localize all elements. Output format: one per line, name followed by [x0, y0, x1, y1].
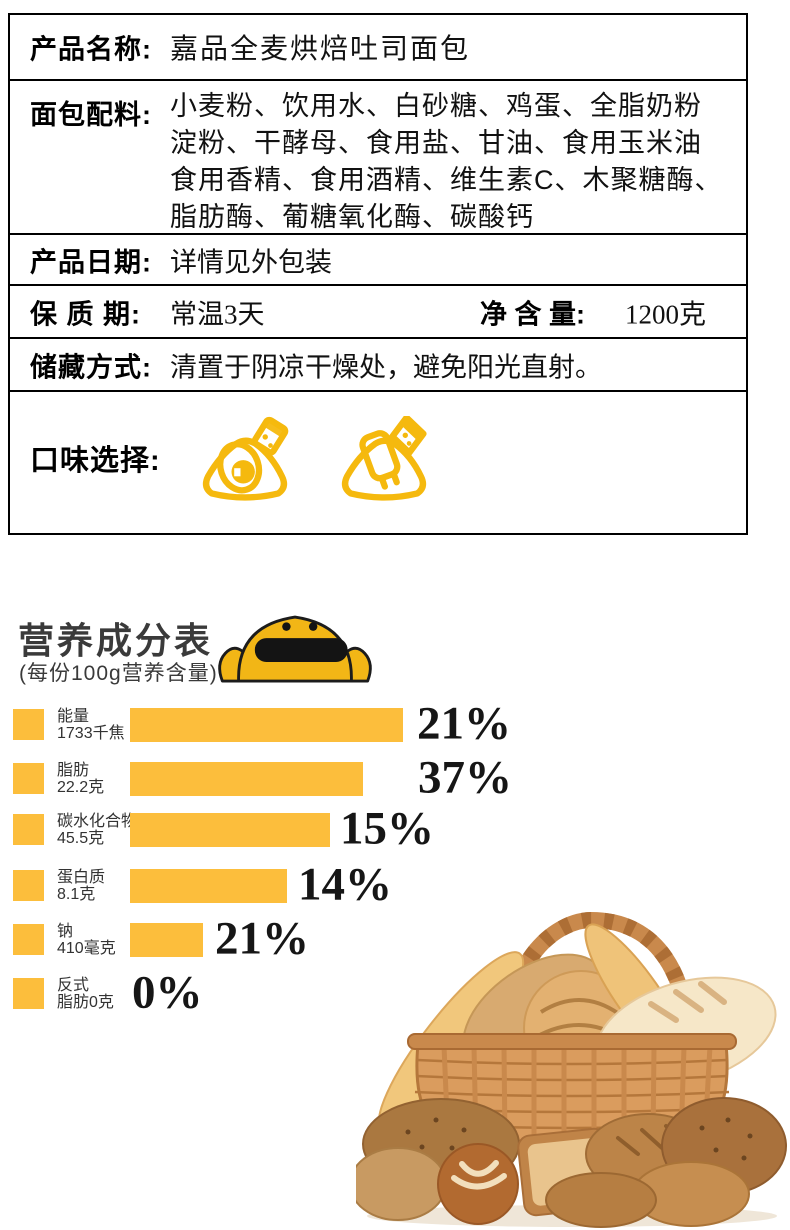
- spec-row-ingredients: 面包配料: 小麦粉、饮用水、白砂糖、鸡蛋、全脂奶粉 淀粉、干酵母、食用盐、甘油、…: [10, 79, 746, 233]
- nutrient-percent: 21%: [215, 912, 309, 965]
- production-date-label: 产品日期:: [30, 247, 152, 277]
- shelf-life-value: 常温3天: [170, 299, 265, 329]
- spec-row-shelf-life: 保 质 期: 常温3天 净 含 量: 1200克: [10, 284, 746, 337]
- nutrition-row-sodium: 钠 410毫克 21%: [0, 912, 790, 964]
- bread-basket-illustration: [356, 911, 787, 1228]
- product-name-label: 产品名称:: [30, 34, 152, 65]
- ingredients-line: 小麦粉、饮用水、白砂糖、鸡蛋、全脂奶粉: [170, 91, 702, 121]
- egg-sandwich-flavor-icon: [202, 416, 289, 501]
- net-weight-label: 净 含 量:: [480, 299, 585, 329]
- nutrition-row-protein: 蛋白质 8.1克 14%: [0, 858, 790, 910]
- nutrient-bar: [130, 923, 203, 957]
- net-weight-value: 1200克: [625, 299, 706, 329]
- mascot-mouth: [254, 638, 348, 662]
- spec-row-storage: 储藏方式: 清置于阴凉干燥处，避免阳光直射。: [10, 337, 746, 390]
- nutrition-row-fat: 脂肪 22.2克 37%: [0, 751, 790, 803]
- bread-mascot-icon: [218, 615, 372, 683]
- mascot-eye: [308, 622, 318, 631]
- nutrient-label: 碳水化合物 45.5克: [57, 813, 138, 847]
- nutrient-bar: [130, 708, 403, 742]
- spec-row-flavor: 口味选择:: [10, 390, 746, 523]
- ingredients-line: 食用香精、食用酒精、维生素C、木聚糖酶、: [170, 165, 723, 195]
- product-spec-table: 产品名称: 嘉品全麦烘焙吐司面包 面包配料: 小麦粉、饮用水、白砂糖、鸡蛋、全脂…: [8, 13, 748, 535]
- legend-square: [13, 870, 44, 901]
- nutrient-percent: 21%: [417, 697, 511, 750]
- production-date-value: 详情见外包装: [170, 247, 332, 277]
- ingredients-line: 脂肪酶、葡糖氧化酶、碳酸钙: [170, 202, 534, 232]
- spec-row-product-name: 产品名称: 嘉品全麦烘焙吐司面包: [10, 15, 746, 79]
- shelf-life-label: 保 质 期:: [30, 299, 141, 329]
- nutrition-row-carbohydrate: 碳水化合物 45.5克 15%: [0, 802, 790, 854]
- nutrition-title: 营养成分表: [18, 620, 214, 661]
- nutrition-row-trans-fat: 反式 脂肪0克 0%: [0, 966, 790, 1018]
- nutrient-label: 蛋白质 8.1克: [57, 869, 106, 903]
- legend-square: [13, 978, 44, 1009]
- storage-value: 清置于阴凉干燥处，避免阳光直射。: [170, 352, 602, 382]
- cheese-toast-flavor-icon: [341, 416, 427, 501]
- nutrient-label: 脂肪 22.2克: [57, 762, 105, 796]
- nutrition-subtitle: (每份100g营养含量): [19, 662, 218, 685]
- legend-square: [13, 763, 44, 794]
- nutrient-percent: 0%: [132, 966, 203, 1019]
- nutrient-label: 能量 1733千焦: [57, 708, 125, 742]
- nutrient-label: 反式 脂肪0克: [57, 977, 114, 1011]
- nutrient-bar: [130, 813, 330, 847]
- nutrient-bar: [130, 762, 363, 796]
- legend-square: [13, 924, 44, 955]
- ingredients-line: 淀粉、干酵母、食用盐、甘油、食用玉米油: [170, 128, 702, 158]
- flavor-label: 口味选择:: [30, 444, 161, 477]
- nutrient-percent: 14%: [298, 858, 392, 911]
- nutrient-percent: 37%: [418, 751, 512, 804]
- nutrition-row-energy: 能量 1733千焦 21%: [0, 697, 790, 749]
- nutrient-percent: 15%: [340, 802, 434, 855]
- ingredients-label: 面包配料:: [30, 100, 152, 130]
- nutrient-label: 钠 410毫克: [57, 923, 116, 957]
- storage-label: 储藏方式:: [30, 352, 152, 382]
- mascot-eye: [282, 622, 291, 631]
- egg-yolk: [231, 460, 255, 484]
- nutrient-bar: [130, 869, 287, 903]
- ingredients-value: 小麦粉、饮用水、白砂糖、鸡蛋、全脂奶粉 淀粉、干酵母、食用盐、甘油、食用玉米油 …: [170, 88, 723, 236]
- legend-square: [13, 709, 44, 740]
- product-name-value: 嘉品全麦烘焙吐司面包: [170, 34, 471, 65]
- spec-row-production-date: 产品日期: 详情见外包装: [10, 233, 746, 284]
- legend-square: [13, 814, 44, 845]
